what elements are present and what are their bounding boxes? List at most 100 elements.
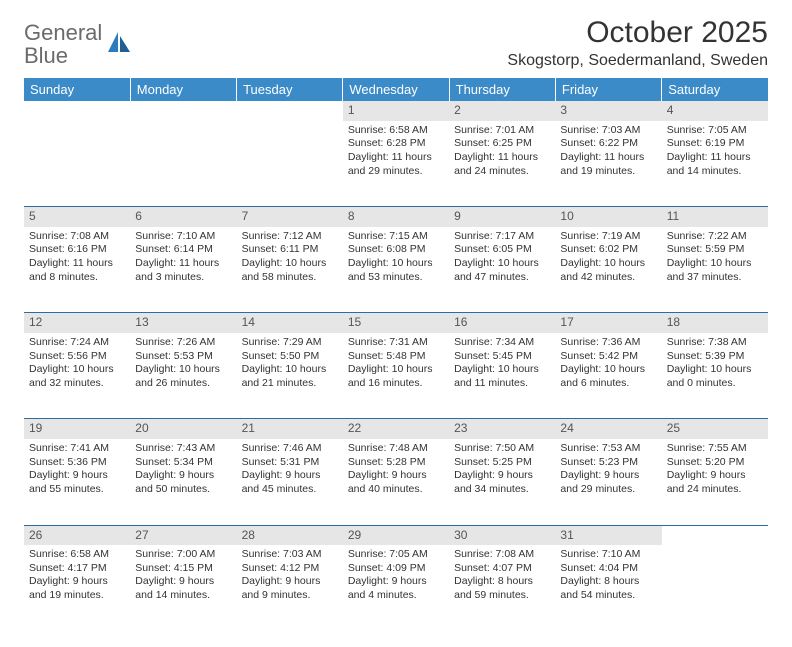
sunrise-text: Sunrise: 7:36 AM — [560, 336, 656, 350]
day-number-cell: 12 — [24, 313, 130, 333]
daylight-text: Daylight: 11 hours — [560, 151, 656, 165]
day-number-cell: 4 — [662, 101, 768, 121]
day-cell: Sunrise: 7:53 AMSunset: 5:23 PMDaylight:… — [555, 439, 661, 525]
col-saturday: Saturday — [662, 78, 768, 101]
sunrise-text: Sunrise: 7:17 AM — [454, 230, 550, 244]
sunset-text: Sunset: 5:45 PM — [454, 350, 550, 364]
sunrise-text: Sunrise: 7:41 AM — [29, 442, 125, 456]
daylight-text: and 34 minutes. — [454, 483, 550, 497]
logo-text-2: Blue — [24, 43, 68, 68]
daylight-text: and 55 minutes. — [29, 483, 125, 497]
daylight-text: Daylight: 11 hours — [135, 257, 231, 271]
daylight-text: and 14 minutes. — [135, 589, 231, 603]
day-cell: Sunrise: 7:38 AMSunset: 5:39 PMDaylight:… — [662, 333, 768, 419]
daylight-text: Daylight: 10 hours — [560, 363, 656, 377]
daylight-text: Daylight: 10 hours — [667, 257, 763, 271]
day-cell: Sunrise: 7:03 AMSunset: 6:22 PMDaylight:… — [555, 121, 661, 207]
day-cell: Sunrise: 7:15 AMSunset: 6:08 PMDaylight:… — [343, 227, 449, 313]
day-number-cell: 21 — [237, 419, 343, 439]
sunrise-text: Sunrise: 6:58 AM — [348, 124, 444, 138]
day-number: 7 — [242, 209, 249, 223]
daylight-text: Daylight: 8 hours — [560, 575, 656, 589]
sunset-text: Sunset: 5:23 PM — [560, 456, 656, 470]
day-number-cell: 26 — [24, 525, 130, 545]
day-number-cell — [237, 101, 343, 121]
daylight-text: and 14 minutes. — [667, 165, 763, 179]
day-number-cell: 10 — [555, 207, 661, 227]
sunset-text: Sunset: 6:28 PM — [348, 137, 444, 151]
sunrise-text: Sunrise: 7:05 AM — [348, 548, 444, 562]
day-cell: Sunrise: 7:05 AMSunset: 4:09 PMDaylight:… — [343, 545, 449, 631]
day-number-cell: 9 — [449, 207, 555, 227]
day-cell: Sunrise: 7:43 AMSunset: 5:34 PMDaylight:… — [130, 439, 236, 525]
sunset-text: Sunset: 5:53 PM — [135, 350, 231, 364]
day-number: 23 — [454, 421, 467, 435]
day-number-cell: 11 — [662, 207, 768, 227]
daylight-text: and 26 minutes. — [135, 377, 231, 391]
sunrise-text: Sunrise: 7:10 AM — [135, 230, 231, 244]
day-cell: Sunrise: 7:50 AMSunset: 5:25 PMDaylight:… — [449, 439, 555, 525]
day-number: 19 — [29, 421, 42, 435]
day-number: 8 — [348, 209, 355, 223]
day-number-cell: 15 — [343, 313, 449, 333]
daylight-text: Daylight: 10 hours — [135, 363, 231, 377]
daylight-text: and 50 minutes. — [135, 483, 231, 497]
day-number-cell: 13 — [130, 313, 236, 333]
daylight-text: and 59 minutes. — [454, 589, 550, 603]
day-number: 1 — [348, 103, 355, 117]
daylight-text: Daylight: 11 hours — [348, 151, 444, 165]
day-number: 11 — [667, 209, 679, 223]
daylight-text: and 47 minutes. — [454, 271, 550, 285]
day-number-cell: 22 — [343, 419, 449, 439]
day-cell: Sunrise: 7:12 AMSunset: 6:11 PMDaylight:… — [237, 227, 343, 313]
sunrise-text: Sunrise: 7:46 AM — [242, 442, 338, 456]
col-tuesday: Tuesday — [237, 78, 343, 101]
col-thursday: Thursday — [449, 78, 555, 101]
day-cell: Sunrise: 7:10 AMSunset: 6:14 PMDaylight:… — [130, 227, 236, 313]
day-number-cell: 17 — [555, 313, 661, 333]
day-number: 16 — [454, 315, 467, 329]
day-cell: Sunrise: 6:58 AMSunset: 6:28 PMDaylight:… — [343, 121, 449, 207]
week-row: Sunrise: 7:41 AMSunset: 5:36 PMDaylight:… — [24, 439, 768, 525]
day-cell: Sunrise: 7:55 AMSunset: 5:20 PMDaylight:… — [662, 439, 768, 525]
daylight-text: Daylight: 9 hours — [135, 575, 231, 589]
day-cell: Sunrise: 7:48 AMSunset: 5:28 PMDaylight:… — [343, 439, 449, 525]
daynum-row: 19202122232425 — [24, 419, 768, 439]
day-cell: Sunrise: 7:31 AMSunset: 5:48 PMDaylight:… — [343, 333, 449, 419]
daynum-row: 1234 — [24, 101, 768, 121]
sunrise-text: Sunrise: 7:15 AM — [348, 230, 444, 244]
sunrise-text: Sunrise: 7:22 AM — [667, 230, 763, 244]
day-number: 26 — [29, 528, 42, 542]
sunrise-text: Sunrise: 7:34 AM — [454, 336, 550, 350]
daylight-text: Daylight: 8 hours — [454, 575, 550, 589]
day-cell: Sunrise: 7:03 AMSunset: 4:12 PMDaylight:… — [237, 545, 343, 631]
sunset-text: Sunset: 4:04 PM — [560, 562, 656, 576]
daylight-text: Daylight: 10 hours — [667, 363, 763, 377]
sunset-text: Sunset: 6:14 PM — [135, 243, 231, 257]
daylight-text: and 3 minutes. — [135, 271, 231, 285]
daylight-text: and 8 minutes. — [29, 271, 125, 285]
day-number: 18 — [667, 315, 680, 329]
calendar-table: Sunday Monday Tuesday Wednesday Thursday… — [24, 78, 768, 631]
day-number: 21 — [242, 421, 255, 435]
day-cell — [237, 121, 343, 207]
day-cell: Sunrise: 7:29 AMSunset: 5:50 PMDaylight:… — [237, 333, 343, 419]
daylight-text: Daylight: 10 hours — [348, 257, 444, 271]
day-number: 24 — [560, 421, 573, 435]
sunset-text: Sunset: 4:15 PM — [135, 562, 231, 576]
title-block: October 2025 Skogstorp, Soedermanland, S… — [507, 16, 768, 70]
day-number-cell — [130, 101, 236, 121]
day-cell — [662, 545, 768, 631]
sunrise-text: Sunrise: 7:19 AM — [560, 230, 656, 244]
sunrise-text: Sunrise: 7:01 AM — [454, 124, 550, 138]
sunrise-text: Sunrise: 7:43 AM — [135, 442, 231, 456]
day-cell: Sunrise: 7:26 AMSunset: 5:53 PMDaylight:… — [130, 333, 236, 419]
daylight-text: and 11 minutes. — [454, 377, 550, 391]
day-number: 2 — [454, 103, 461, 117]
logo: General Blue — [24, 22, 132, 68]
day-number: 25 — [667, 421, 680, 435]
day-number-cell: 30 — [449, 525, 555, 545]
day-header-row: Sunday Monday Tuesday Wednesday Thursday… — [24, 78, 768, 101]
sunset-text: Sunset: 4:12 PM — [242, 562, 338, 576]
daylight-text: Daylight: 11 hours — [454, 151, 550, 165]
